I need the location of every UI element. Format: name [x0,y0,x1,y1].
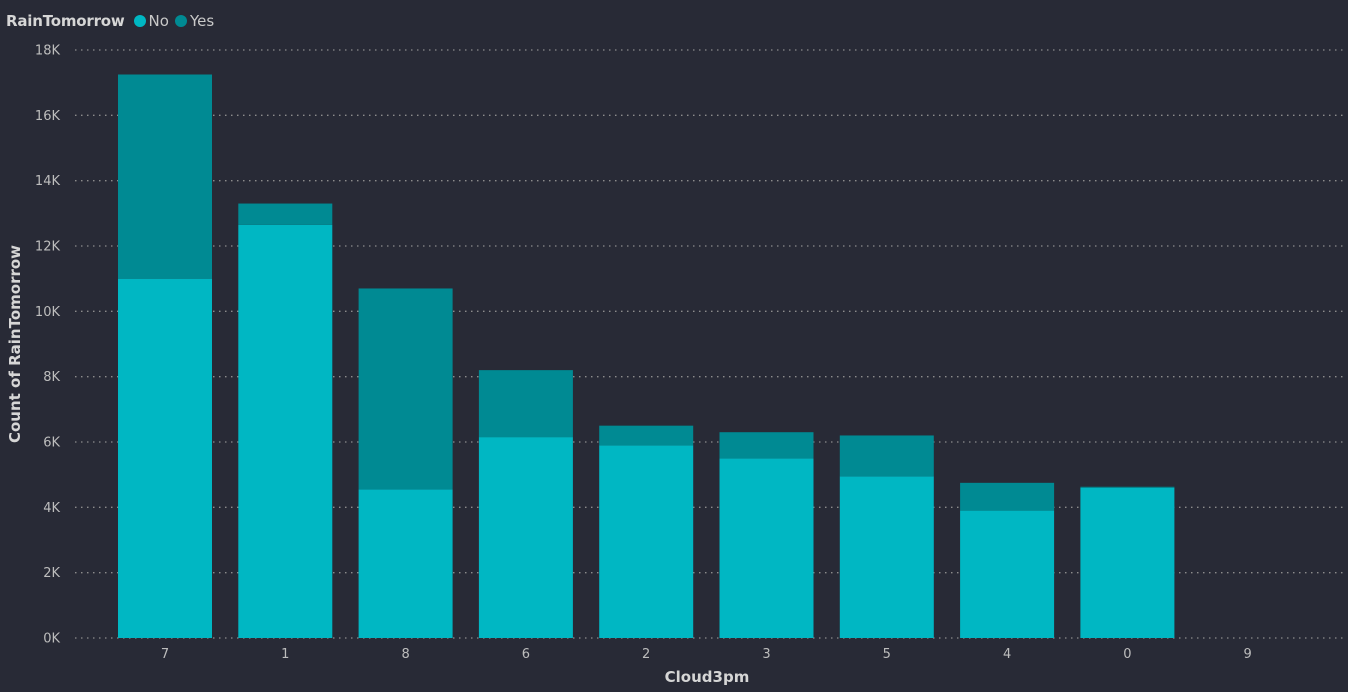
bar-yes-1[interactable] [238,203,333,225]
x-tick-label: 7 [161,647,169,662]
bar-no-6[interactable] [478,437,573,638]
bar-yes-8[interactable] [358,288,453,490]
y-tick-label: 12K [35,240,61,255]
bar-no-3[interactable] [719,458,814,638]
legend-item-no[interactable]: No [133,12,169,30]
legend-label-no: No [148,12,169,30]
legend-title: RainTomorrow [6,12,125,30]
legend-dot-yes [174,15,187,27]
bar-yes-0[interactable] [1080,486,1175,488]
bar-no-4[interactable] [960,510,1055,638]
bar-no-0[interactable] [1080,487,1175,638]
x-tick-label: 6 [522,647,530,662]
legend: RainTomorrow No Yes [6,10,220,32]
y-tick-label: 8K [43,370,60,385]
y-tick-label: 10K [35,305,61,320]
legend-label-yes: Yes [189,12,215,30]
bar-no-1[interactable] [238,224,333,638]
bar-no-5[interactable] [839,476,934,638]
bar-yes-2[interactable] [599,425,694,446]
x-axis-title: Cloud3pm [664,668,750,686]
y-tick-label: 14K [35,174,61,189]
bar-no-8[interactable] [358,489,453,638]
y-axis-title: Count of RainTomorrow [6,244,24,444]
x-tick-label: 9 [1244,647,1252,662]
y-tick-label: 16K [35,109,61,124]
bar-yes-3[interactable] [719,432,814,459]
x-tick-label: 8 [401,647,409,662]
bar-yes-5[interactable] [839,435,934,477]
bar-no-2[interactable] [599,445,694,638]
x-tick-label: 0 [1123,647,1131,662]
x-tick-label: 4 [1003,647,1011,662]
x-tick-label: 1 [281,647,289,662]
bar-yes-6[interactable] [478,370,573,438]
x-tick-label: 2 [642,647,650,662]
y-tick-label: 6K [43,436,60,451]
y-tick-label: 4K [43,501,60,516]
y-tick-label: 0K [43,632,60,647]
x-tick-label: 3 [762,647,770,662]
legend-dot-no [133,15,146,27]
x-tick-label: 5 [883,647,891,662]
bar-yes-7[interactable] [118,74,212,279]
legend-item-yes[interactable]: Yes [174,12,215,30]
bar-yes-4[interactable] [960,482,1055,511]
bar-no-7[interactable] [118,278,212,638]
y-tick-label: 2K [43,566,60,581]
y-tick-label: 18K [35,44,61,59]
